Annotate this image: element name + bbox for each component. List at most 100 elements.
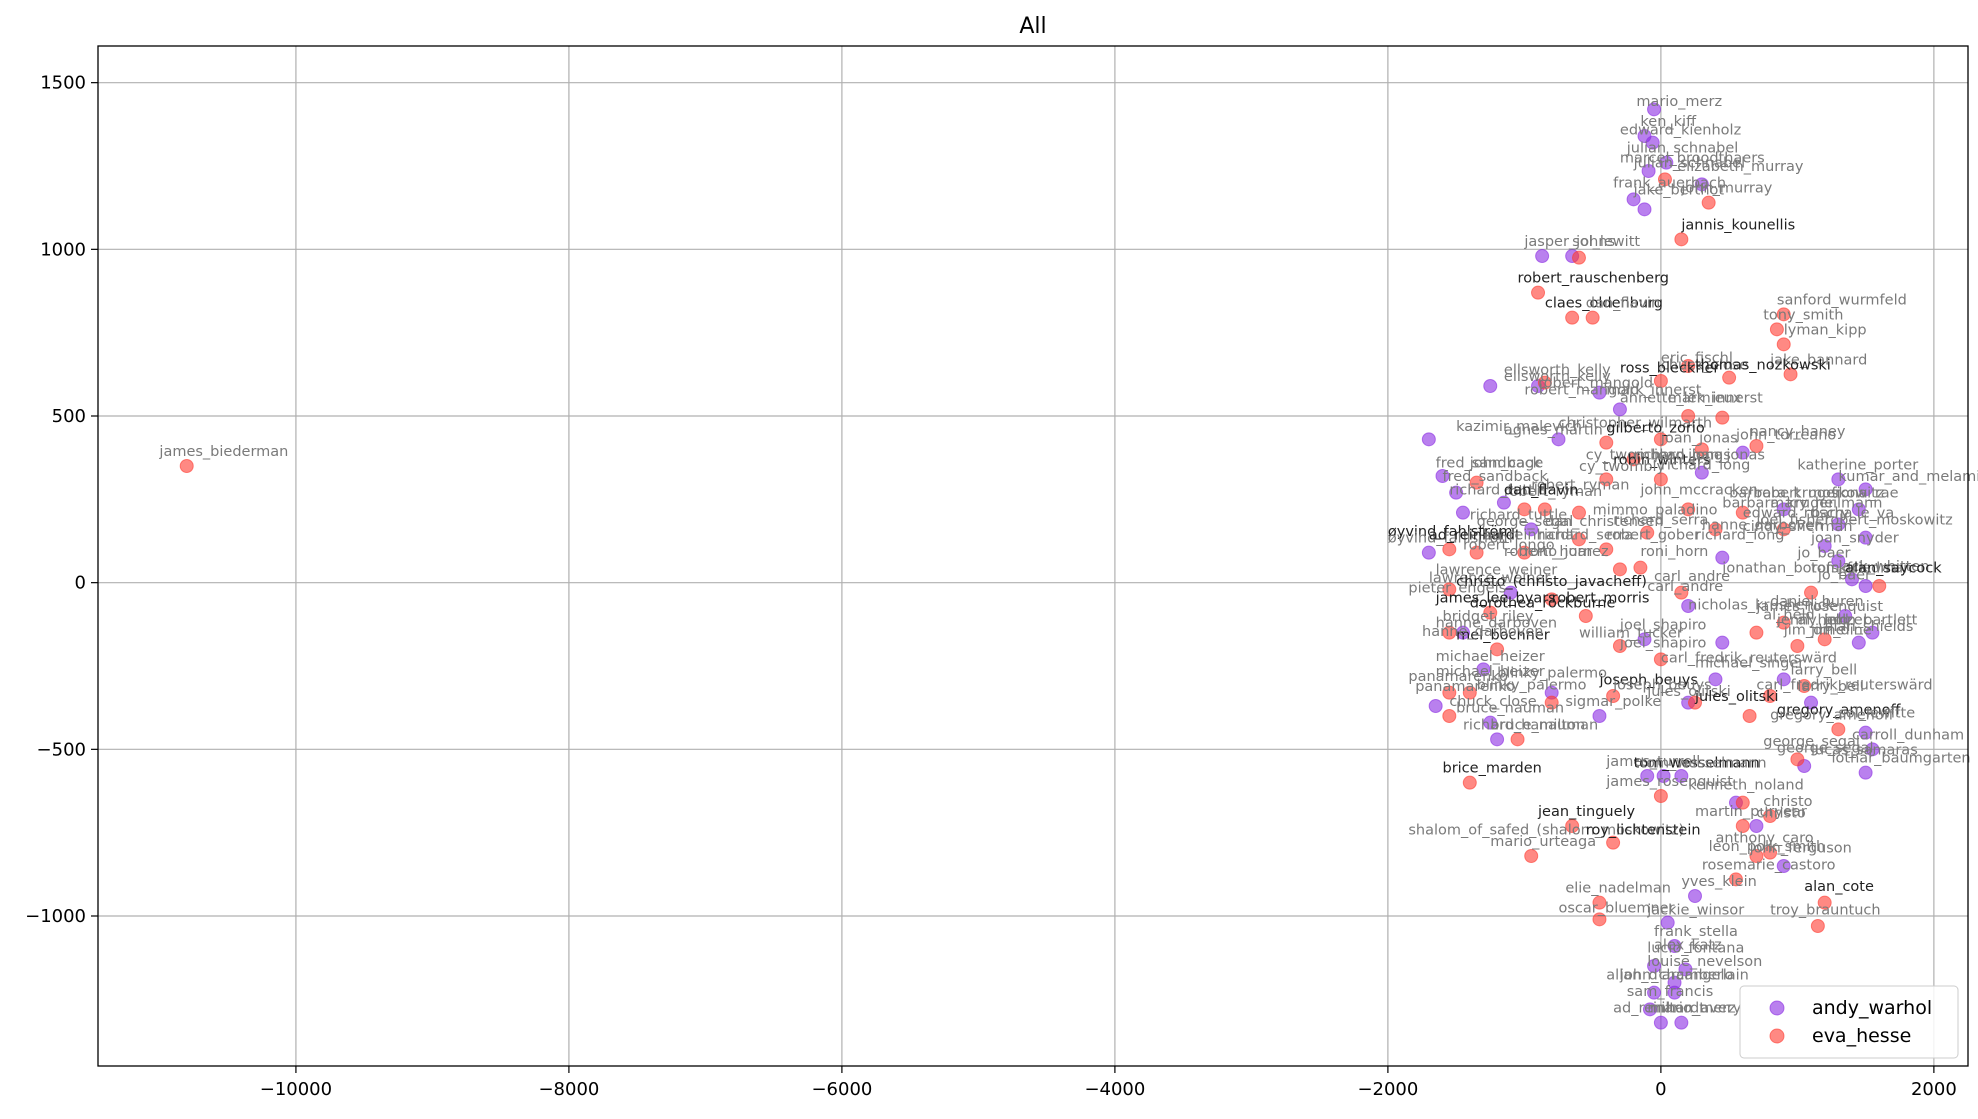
data-point (1503, 585, 1518, 600)
point-label: james_lee_byars (1435, 591, 1556, 607)
data-point (1640, 525, 1655, 540)
point-label: julian_schnabel (1633, 156, 1746, 172)
x-tick-label: −8000 (538, 1079, 599, 1100)
data-point (1647, 102, 1662, 117)
data-point (1660, 915, 1675, 930)
data-point (1544, 592, 1559, 607)
point-label: christo_(christo_javacheff) (1456, 574, 1647, 590)
data-point (1763, 809, 1778, 823)
data-point (1469, 475, 1484, 490)
legend-label: eva_hesse (1812, 1025, 1911, 1047)
point-label: jannis_kounellis (1680, 217, 1795, 233)
point-label: tom_wesselmann (1640, 756, 1766, 772)
x-tick-label: 0 (1655, 1079, 1666, 1100)
data-point (1490, 642, 1505, 657)
point-label: øyvind_fahlström (1388, 524, 1513, 540)
data-point (1872, 579, 1887, 593)
point-label: michael_singer (1695, 656, 1804, 672)
data-point (1681, 599, 1696, 613)
data-point (1653, 1015, 1668, 1030)
data-point (1783, 367, 1798, 382)
point-label: louise_nevelson (1647, 954, 1762, 970)
data-point (1790, 752, 1805, 767)
point-label: ken_kiff (1640, 114, 1697, 130)
data-point (1565, 310, 1580, 325)
y-tick-label: 500 (52, 406, 86, 427)
data-point (1599, 472, 1614, 487)
point-label: mary_heilmann (1770, 496, 1882, 512)
data-point (1735, 795, 1750, 810)
data-point (1476, 662, 1491, 677)
point-label: dan_flavin (1586, 296, 1660, 312)
point-label: chuck_close (1449, 694, 1536, 710)
point-label: claes_oldenburg (1545, 296, 1663, 312)
data-point (1769, 322, 1784, 337)
data-point (1831, 554, 1846, 568)
point-label: mario_urteaga (1490, 834, 1596, 850)
data-point (1776, 522, 1791, 537)
x-tick-label: −10000 (260, 1079, 332, 1100)
x-tick-label: −2000 (1357, 1079, 1418, 1100)
point-label: cindy_sherman (1743, 519, 1853, 535)
data-point (1435, 469, 1450, 483)
axis-ticks: −10000 −8000 −6000 −4000 −2000 0 2000 −1000 −500… (25, 73, 1957, 1100)
data-point (1606, 835, 1621, 850)
point-label: blinky_palermo (1477, 677, 1587, 693)
point-label: robert_ryman (1531, 477, 1629, 493)
point-label: leon_polk_smith (1709, 839, 1826, 855)
point-label: lawrence_weiner (1429, 571, 1551, 587)
x-tick-label: −6000 (811, 1079, 872, 1100)
point-label: larry_bell (1797, 679, 1864, 695)
x-tick-label: −4000 (1084, 1079, 1145, 1100)
point-label: hanne_darboven (1422, 624, 1543, 640)
point-label: robert_longo (1463, 537, 1555, 553)
point-label: yves_klein (1681, 874, 1756, 890)
point-label: al_held (1797, 612, 1849, 628)
point-label: gregory_amenoff (1770, 707, 1895, 723)
point-label: lothar_baumgarten (1832, 751, 1971, 767)
data-point (1612, 562, 1627, 577)
y-tick-label: −500 (37, 739, 86, 760)
point-label: ellsworth_kelly (1504, 369, 1611, 385)
point-label: oscar_bluemner (1559, 901, 1675, 917)
point-label: troy_brauntuch (1770, 902, 1881, 918)
data-point (1674, 769, 1689, 783)
point-label: carroll_dunham (1852, 727, 1964, 743)
point-label: fred_sandback (1442, 469, 1548, 485)
legend-marker (1769, 1000, 1785, 1016)
data-point (1606, 689, 1621, 703)
data-point (1531, 285, 1546, 300)
data-point (1776, 502, 1791, 517)
data-point (1578, 609, 1593, 623)
data-point (1483, 605, 1498, 620)
data-point (1681, 502, 1696, 517)
data-point (1844, 572, 1859, 587)
point-label: kumar_and_melamid (1838, 469, 1978, 485)
data-point (1571, 250, 1586, 265)
data-point (1637, 202, 1652, 217)
data-point (1763, 845, 1778, 860)
point-label: john_ferguson (1749, 841, 1852, 857)
point-label: john_chamberlain (1619, 967, 1749, 983)
data-point (1428, 699, 1443, 713)
point-label: joan_jonas (1660, 431, 1738, 447)
point-label: jake_bannard (1769, 352, 1867, 368)
point-label: michael_heizer (1436, 664, 1545, 680)
data-point (1535, 249, 1550, 263)
data-point (1728, 872, 1743, 887)
point-label: jules_olitski (1646, 684, 1731, 700)
point-label: pieter_engels (1408, 581, 1506, 597)
data-point (1797, 679, 1812, 693)
point-label: richard_hamilton (1463, 717, 1585, 733)
point-label: jonathan_borofsky (1721, 561, 1855, 577)
point-label: marcel_broodthaers (1620, 151, 1765, 167)
point-label: ad_reinhardt (1483, 527, 1575, 543)
point-label: john_torreano (1735, 427, 1836, 443)
point-label: frank_auerbach (1613, 176, 1726, 192)
data-point (1715, 410, 1730, 425)
point-label: sam_francis (1627, 984, 1714, 1000)
data-point (1551, 432, 1566, 447)
data-point (1656, 769, 1671, 783)
